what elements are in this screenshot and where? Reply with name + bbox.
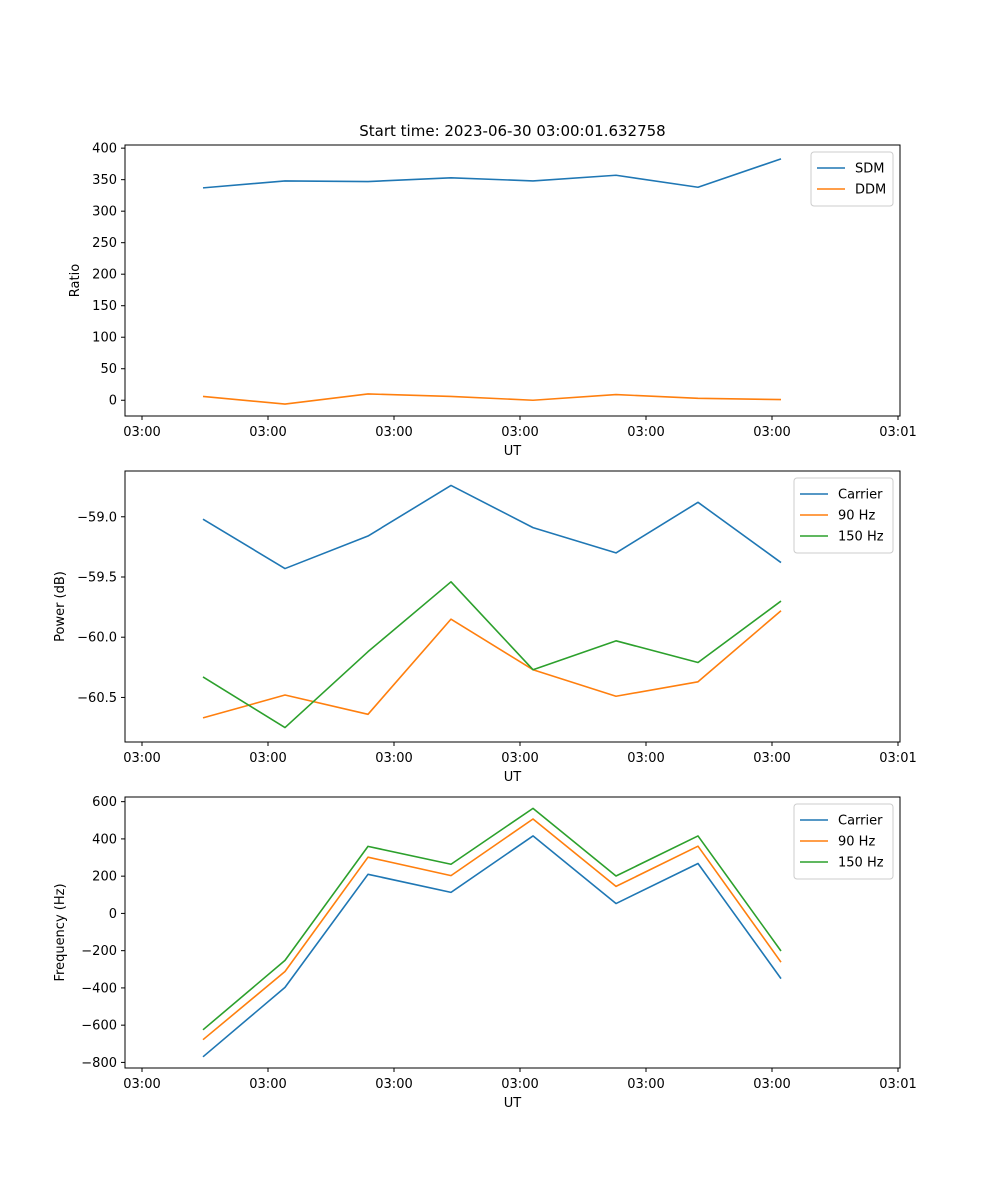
legend: SDM DDM [810,151,894,207]
y-tick-label: 400 [92,832,117,847]
x-tick-label: 03:00 [249,751,286,766]
series-line-90-hz [202,610,782,719]
y-tick-label: −400 [81,981,117,996]
y-tick-label: 200 [92,870,117,885]
chart-panel-3: −800 −600 −400 −200 0 200 400 600 03:00 03:00 03:0… [53,795,917,1111]
chart-panel-1: 0 50 100 150 200 250 300 350 400 03:00 03:00 03:00 0… [68,142,917,459]
x-tick-label: 03:00 [375,751,412,766]
x-tick-label: 03:00 [753,751,790,766]
series-line-150-hz [202,581,782,729]
x-axis-label: UT [504,1096,522,1111]
series-line-90-hz [202,818,782,1041]
series-line-150-hz [202,807,782,1031]
y-tick-label: 100 [92,331,117,346]
legend-box [793,803,894,880]
x-axis-label: UT [504,770,522,785]
y-tick-label: −60.5 [77,691,117,706]
x-tick-label: 03:01 [879,425,916,440]
legend-label: 90 Hz [838,509,875,524]
legend-label: 150 Hz [838,856,884,871]
x-tick-label: 03:00 [501,1077,538,1092]
y-tick-label: −200 [81,944,117,959]
x-tick-label: 03:00 [753,425,790,440]
x-tick-label: 03:01 [879,751,916,766]
y-tick-label: 300 [92,205,117,220]
y-tick-label: 350 [92,173,117,188]
legend-label: SDM [855,162,884,177]
y-tick-label: 200 [92,268,117,283]
legend-label: Carrier [838,814,883,829]
y-tick-label: −800 [81,1056,117,1071]
y-tick-label: −600 [81,1019,117,1034]
x-tick-label: 03:00 [123,1077,160,1092]
axes-frame [124,470,901,743]
y-tick-label: −60.0 [77,631,117,646]
x-tick-label: 03:00 [249,1077,286,1092]
x-tick-label: 03:00 [627,425,664,440]
series-line-carrier [202,484,782,570]
x-tick-label: 03:00 [249,425,286,440]
y-tick-label: 50 [100,362,117,377]
series-line-sdm [202,158,782,189]
x-tick-label: 03:00 [123,425,160,440]
x-tick-label: 03:00 [375,425,412,440]
series-line-ddm [202,393,782,405]
legend-label: DDM [855,183,886,198]
x-tick-label: 03:00 [501,425,538,440]
x-tick-label: 03:00 [753,1077,790,1092]
y-tick-label: −59.5 [77,570,117,585]
legend-label: 90 Hz [838,835,875,850]
axes-frame [124,796,901,1069]
figure-title: Start time: 2023-06-30 03:00:01.632758 [359,122,665,140]
chart-panel-2: −60.5 −60.0 −59.5 −59.0 03:00 03:00 03:00 03:00… [53,470,917,785]
y-tick-label: 400 [92,142,117,157]
x-tick-label: 03:00 [501,751,538,766]
y-axis-label: Ratio [68,264,83,297]
legend: Carrier 90 Hz 150 Hz [793,803,894,880]
x-tick-label: 03:00 [627,1077,664,1092]
x-tick-label: 03:01 [879,1077,916,1092]
y-axis-label: Power (dB) [53,571,68,642]
y-tick-label: 600 [92,795,117,810]
series-line-carrier [202,835,782,1058]
y-tick-label: 250 [92,236,117,251]
legend-label: Carrier [838,488,883,503]
y-tick-label: 0 [109,394,117,409]
axes-frame [124,144,901,417]
x-tick-label: 03:00 [627,751,664,766]
y-tick-label: 150 [92,299,117,314]
y-tick-label: 0 [109,907,117,922]
x-tick-label: 03:00 [123,751,160,766]
legend-label: 150 Hz [838,530,884,545]
x-tick-label: 03:00 [375,1077,412,1092]
chart-panels: 0 50 100 150 200 250 300 350 400 03:00 03:00 03:00 0… [53,142,917,1111]
legend-box [793,477,894,554]
legend-box [810,151,894,207]
y-tick-label: −59.0 [77,510,117,525]
x-axis-label: UT [504,444,522,459]
y-axis-label: Frequency (Hz) [53,883,68,981]
legend: Carrier 90 Hz 150 Hz [793,477,894,554]
